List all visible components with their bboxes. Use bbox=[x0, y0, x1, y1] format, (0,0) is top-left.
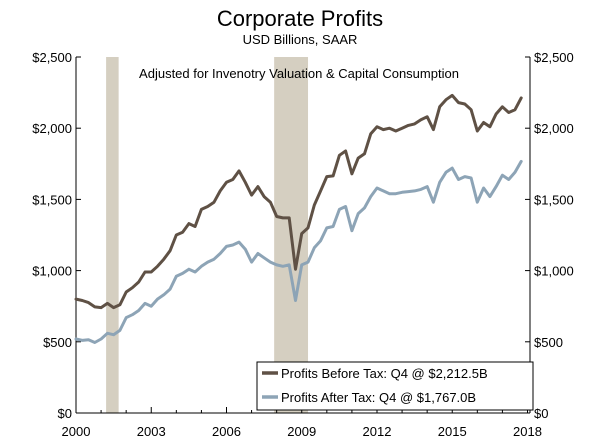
x-tick-label: 2018 bbox=[513, 424, 542, 439]
y-tick-label-left: $2,500 bbox=[32, 50, 72, 65]
chart-annotation: Adjusted for Invenotry Valuation & Capit… bbox=[139, 66, 459, 81]
series-line-after-tax bbox=[74, 159, 523, 344]
y-tick-label-right: $0 bbox=[534, 406, 548, 421]
x-tick-label: 2006 bbox=[212, 424, 241, 439]
y-tick-label-left: $2,000 bbox=[32, 121, 72, 136]
series-lines bbox=[74, 93, 523, 344]
chart-title: Corporate Profits bbox=[216, 6, 384, 31]
x-tick-label: 2015 bbox=[438, 424, 467, 439]
legend: Profits Before Tax: Q4 @ $2,212.5B Profi… bbox=[256, 361, 534, 411]
y-tick-label-right: $1,000 bbox=[534, 264, 574, 279]
y-tick-label-left: $1,000 bbox=[32, 264, 72, 279]
x-tick-label: 2012 bbox=[363, 424, 392, 439]
chart-axes: $0 $0 $500 $500 $1,000 $1,000 $1,500 $1,500 $2,0… bbox=[32, 50, 574, 439]
x-tick-label: 2009 bbox=[287, 424, 316, 439]
legend-label-after-tax: Profits After Tax: Q4 @ $1,767.0B bbox=[281, 390, 476, 405]
y-tick-label-left: $500 bbox=[43, 335, 72, 350]
y-tick-label-right: $2,500 bbox=[534, 50, 574, 65]
y-tick-label-right: $1,500 bbox=[534, 192, 574, 207]
y-tick-label-left: $1,500 bbox=[32, 192, 72, 207]
series-line-before-tax bbox=[74, 93, 523, 310]
x-tick-label: 2003 bbox=[137, 424, 166, 439]
y-tick-label-right: $500 bbox=[534, 335, 563, 350]
y-tick-label-right: $2,000 bbox=[534, 121, 574, 136]
recession-bands bbox=[106, 57, 309, 413]
chart-subtitle: USD Billions, SAAR bbox=[242, 32, 358, 47]
x-tick-label: 2000 bbox=[62, 424, 91, 439]
legend-label-before-tax: Profits Before Tax: Q4 @ $2,212.5B bbox=[281, 366, 488, 381]
recession-band-0 bbox=[106, 57, 119, 413]
legend-box bbox=[256, 361, 534, 411]
y-tick-label-left: $0 bbox=[58, 406, 72, 421]
